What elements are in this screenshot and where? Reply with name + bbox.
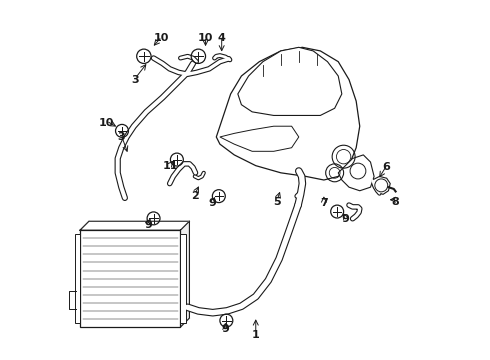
Text: 3: 3 [118,132,125,142]
Text: 9: 9 [221,324,229,334]
Text: 2: 2 [191,191,198,201]
Text: 10: 10 [98,118,114,128]
Polygon shape [372,176,390,194]
Text: 5: 5 [273,197,281,207]
Polygon shape [338,155,374,191]
Text: 3: 3 [132,75,140,85]
Text: 4: 4 [218,33,225,43]
Text: 9: 9 [144,220,152,230]
Polygon shape [216,47,360,180]
Text: 9: 9 [342,215,349,224]
Text: 6: 6 [383,162,391,172]
Text: 1: 1 [252,330,260,340]
Text: 7: 7 [320,198,328,208]
Polygon shape [180,221,190,327]
Text: 10: 10 [198,33,213,43]
Bar [180,234,186,323]
Text: 9: 9 [209,198,217,208]
Text: 11: 11 [163,161,178,171]
Text: 8: 8 [392,197,399,207]
Text: 10: 10 [154,33,170,43]
Polygon shape [80,221,190,230]
Polygon shape [238,47,342,116]
Polygon shape [220,126,299,151]
Bar [80,230,180,327]
Bar [74,234,80,323]
